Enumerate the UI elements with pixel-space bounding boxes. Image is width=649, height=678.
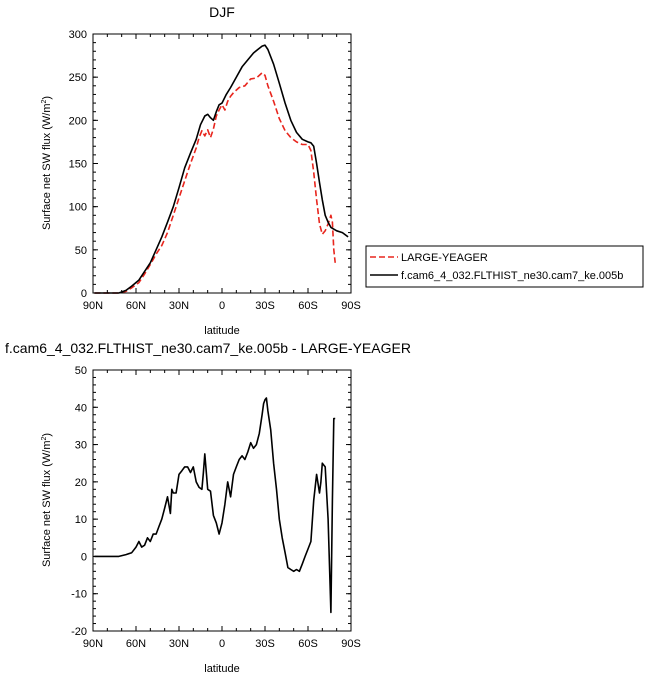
- top-y-axis-label: Surface net SW flux (W/m2): [41, 96, 53, 230]
- bottom-y-tick-label: -10: [71, 589, 87, 601]
- bottom-y-tick-label: 40: [75, 402, 87, 414]
- legend-label-cam6: f.cam6_4_032.FLTHIST_ne30.cam7_ke.005b: [401, 270, 623, 282]
- bottom-plot-frame: [92, 369, 352, 632]
- bottom-x-tick-label: 0: [219, 638, 225, 650]
- top-x-tick-label: 30S: [255, 300, 275, 312]
- top-chart-title: DJF: [209, 4, 235, 20]
- bottom-x-ticks: 90N 60N 30N 0 30S 60S 90S: [83, 370, 361, 650]
- bottom-y-tick-label: 10: [75, 514, 87, 526]
- bottom-panel: f.cam6_4_032.FLTHIST_ne30.cam7_ke.005b -…: [5, 340, 411, 675]
- bottom-y-axis-label-close: ): [41, 433, 53, 437]
- top-y-ticks: 0 50 100 150 200 250 300: [69, 29, 351, 300]
- bottom-y-tick-label: 0: [81, 551, 87, 563]
- top-x-tick-label: 90N: [83, 300, 103, 312]
- bottom-y-axis-label-sup: 2: [41, 437, 48, 441]
- top-y-tick-label: 100: [69, 202, 87, 214]
- top-x-axis-label: latitude: [204, 325, 239, 337]
- legend-box: [365, 245, 644, 288]
- bottom-chart-title: f.cam6_4_032.FLTHIST_ne30.cam7_ke.005b -…: [5, 340, 411, 356]
- bottom-x-tick-label: 90N: [83, 638, 103, 650]
- top-x-tick-label: 0: [219, 300, 225, 312]
- top-y-tick-label: 50: [75, 245, 87, 257]
- top-y-axis-label-close: ): [41, 96, 53, 100]
- bottom-y-tick-label: 20: [75, 477, 87, 489]
- top-y-tick-label: 200: [69, 115, 87, 127]
- top-x-tick-label: 90S: [341, 300, 361, 312]
- bottom-x-tick-label: 90S: [341, 638, 361, 650]
- bottom-y-axis-label: Surface net SW flux (W/m2): [41, 433, 53, 567]
- top-y-tick-label: 250: [69, 72, 87, 84]
- legend: LARGE-YEAGER f.cam6_4_032.FLTHIST_ne30.c…: [365, 245, 644, 288]
- top-series-lines: [94, 44, 349, 294]
- top-x-ticks: 90N 60N 30N 0 30S 60S 90S: [83, 34, 361, 312]
- top-y-tick-label: 300: [69, 29, 87, 41]
- top-x-tick-label: 60N: [126, 300, 146, 312]
- bottom-x-tick-label: 30N: [169, 638, 189, 650]
- bottom-series-lines: [94, 397, 336, 614]
- bottom-y-tick-label: 50: [75, 365, 87, 377]
- top-y-axis-label-sup: 2: [41, 100, 48, 104]
- top-y-tick-label: 150: [69, 159, 87, 171]
- top-x-tick-label: 30N: [169, 300, 189, 312]
- top-y-axis-label-text: Surface net SW flux (W/m: [41, 104, 53, 231]
- bottom-x-tick-label: 60S: [298, 638, 318, 650]
- bottom-y-tick-label: -20: [71, 626, 87, 638]
- bottom-series-line-0: [94, 397, 336, 614]
- bottom-x-tick-label: 30S: [255, 638, 275, 650]
- bottom-x-tick-label: 60N: [126, 638, 146, 650]
- top-series-line-0: [94, 72, 336, 294]
- bottom-y-ticks: -20 -10 0 10 20 30 40 50: [71, 365, 351, 638]
- top-series-line-1: [94, 44, 349, 294]
- bottom-y-axis-label-text: Surface net SW flux (W/m: [41, 441, 53, 568]
- bottom-y-tick-label: 30: [75, 440, 87, 452]
- top-y-tick-label: 0: [81, 288, 87, 300]
- legend-label-large-yeager: LARGE-YEAGER: [401, 252, 488, 264]
- top-x-tick-label: 60S: [298, 300, 318, 312]
- top-panel: DJF 90N 60N 30N 0 30S 60S 90S 0 50 100 150 200 250 3…: [41, 4, 361, 337]
- bottom-x-axis-label: latitude: [204, 663, 239, 675]
